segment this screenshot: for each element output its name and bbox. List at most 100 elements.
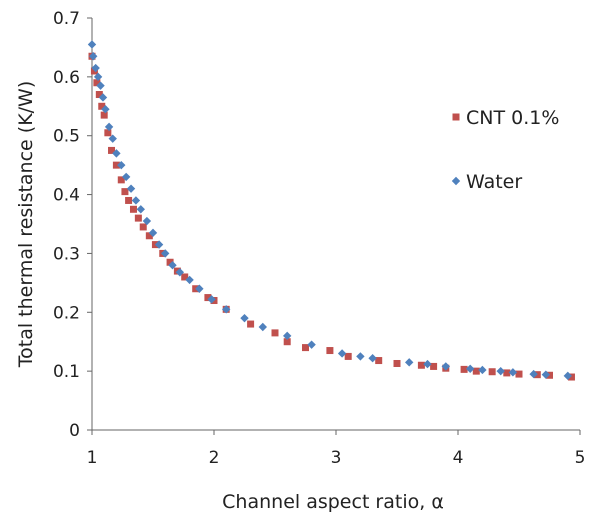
cnt-point (204, 294, 212, 302)
water-point (89, 52, 98, 61)
legend-item-water: Water (451, 171, 522, 193)
water-point (258, 322, 267, 332)
cnt-point (129, 205, 137, 213)
y-tick-label: 0 (69, 421, 80, 441)
water-point (175, 268, 185, 277)
cnt-point (145, 232, 153, 240)
water-point (185, 275, 194, 285)
cnt-point (271, 329, 279, 337)
cnt-point (546, 371, 553, 379)
cnt-point (93, 79, 101, 87)
water-point (96, 81, 105, 90)
water-point (161, 249, 170, 258)
axes (87, 17, 581, 435)
water-point (478, 365, 487, 375)
water-point (563, 371, 572, 381)
water-point (112, 149, 121, 158)
y-tick-label: 0.5 (53, 127, 80, 147)
cnt-point (302, 344, 309, 352)
water-point (91, 63, 100, 73)
water-point (195, 284, 204, 293)
cnt-point (112, 161, 120, 169)
water-point (240, 313, 249, 323)
water-point (104, 122, 114, 132)
water-point (405, 358, 414, 367)
water-point (441, 362, 450, 371)
water-point (121, 172, 131, 182)
y-tick-label: 0.2 (53, 303, 80, 323)
cnt-point (108, 146, 116, 154)
water-point (356, 352, 365, 361)
water-point (307, 340, 316, 349)
cnt-point (375, 357, 383, 365)
cnt-point (100, 111, 108, 119)
water-point (136, 205, 145, 214)
water-point (142, 216, 152, 226)
water-point (496, 366, 505, 376)
water-point (466, 364, 475, 373)
series-cnt (88, 52, 575, 381)
cnt-point (344, 352, 352, 360)
cnt-point (139, 223, 147, 231)
cnt-point (533, 371, 541, 379)
x-tick-label: 5 (575, 448, 586, 468)
cnt-point (134, 214, 142, 222)
legend-label: CNT 0.1% (466, 107, 559, 129)
water-point (283, 331, 292, 341)
cnt-point (326, 347, 334, 355)
cnt-point (567, 373, 575, 381)
water-point (87, 40, 97, 49)
x-axis-title: Channel aspect ratio, α (222, 491, 444, 513)
cnt-point (98, 102, 106, 110)
data-points (87, 40, 575, 381)
cnt-point (393, 359, 401, 367)
legend: CNT 0.1% Water (451, 107, 559, 193)
cnt-point (121, 188, 129, 196)
water-point (222, 305, 231, 314)
cnt-point (283, 338, 291, 346)
water-point (98, 93, 108, 102)
cnt-point (104, 129, 112, 137)
x-tick-label: 1 (87, 448, 98, 468)
cnt-point (488, 368, 496, 376)
water-point (337, 349, 347, 358)
x-tick-label: 2 (209, 448, 220, 468)
cnt-point (417, 361, 425, 369)
y-tick-label: 0.4 (53, 186, 80, 206)
water-point (529, 369, 538, 379)
cnt-point (503, 369, 511, 377)
cnt-point (430, 362, 438, 370)
water-point (93, 72, 103, 82)
series-water (87, 40, 572, 381)
cnt-point (95, 91, 103, 99)
water-point (508, 368, 518, 377)
y-tick-label: 0.7 (53, 9, 80, 29)
cnt-point (460, 365, 468, 373)
y-tick-label: 0.1 (53, 362, 80, 382)
water-point (207, 295, 216, 304)
water-point (541, 370, 551, 379)
x-tick-label: 4 (453, 448, 464, 468)
water-point (101, 105, 110, 114)
legend-marker (452, 113, 460, 121)
tick-labels: 0 0.1 0.2 0.3 0.4 0.5 0.6 0.7 1 2 3 4 5 (53, 9, 585, 468)
legend-item-cnt: CNT 0.1% (452, 107, 559, 129)
cnt-point (247, 320, 255, 328)
water-point (117, 160, 126, 170)
water-point (168, 261, 177, 270)
cnt-point (181, 273, 189, 281)
cnt-point (166, 258, 174, 266)
water-point (131, 196, 141, 205)
legend-label: Water (466, 171, 522, 193)
cnt-point (472, 367, 480, 375)
water-point (148, 228, 158, 238)
water-point (126, 184, 136, 193)
legend-marker (451, 176, 461, 186)
y-tick-label: 0.3 (53, 244, 80, 264)
water-point (368, 353, 377, 363)
water-point (154, 240, 164, 249)
y-axis-title: Total thermal resistance (K/W) (15, 81, 37, 368)
x-tick-label: 3 (331, 448, 342, 468)
water-point (423, 359, 432, 369)
